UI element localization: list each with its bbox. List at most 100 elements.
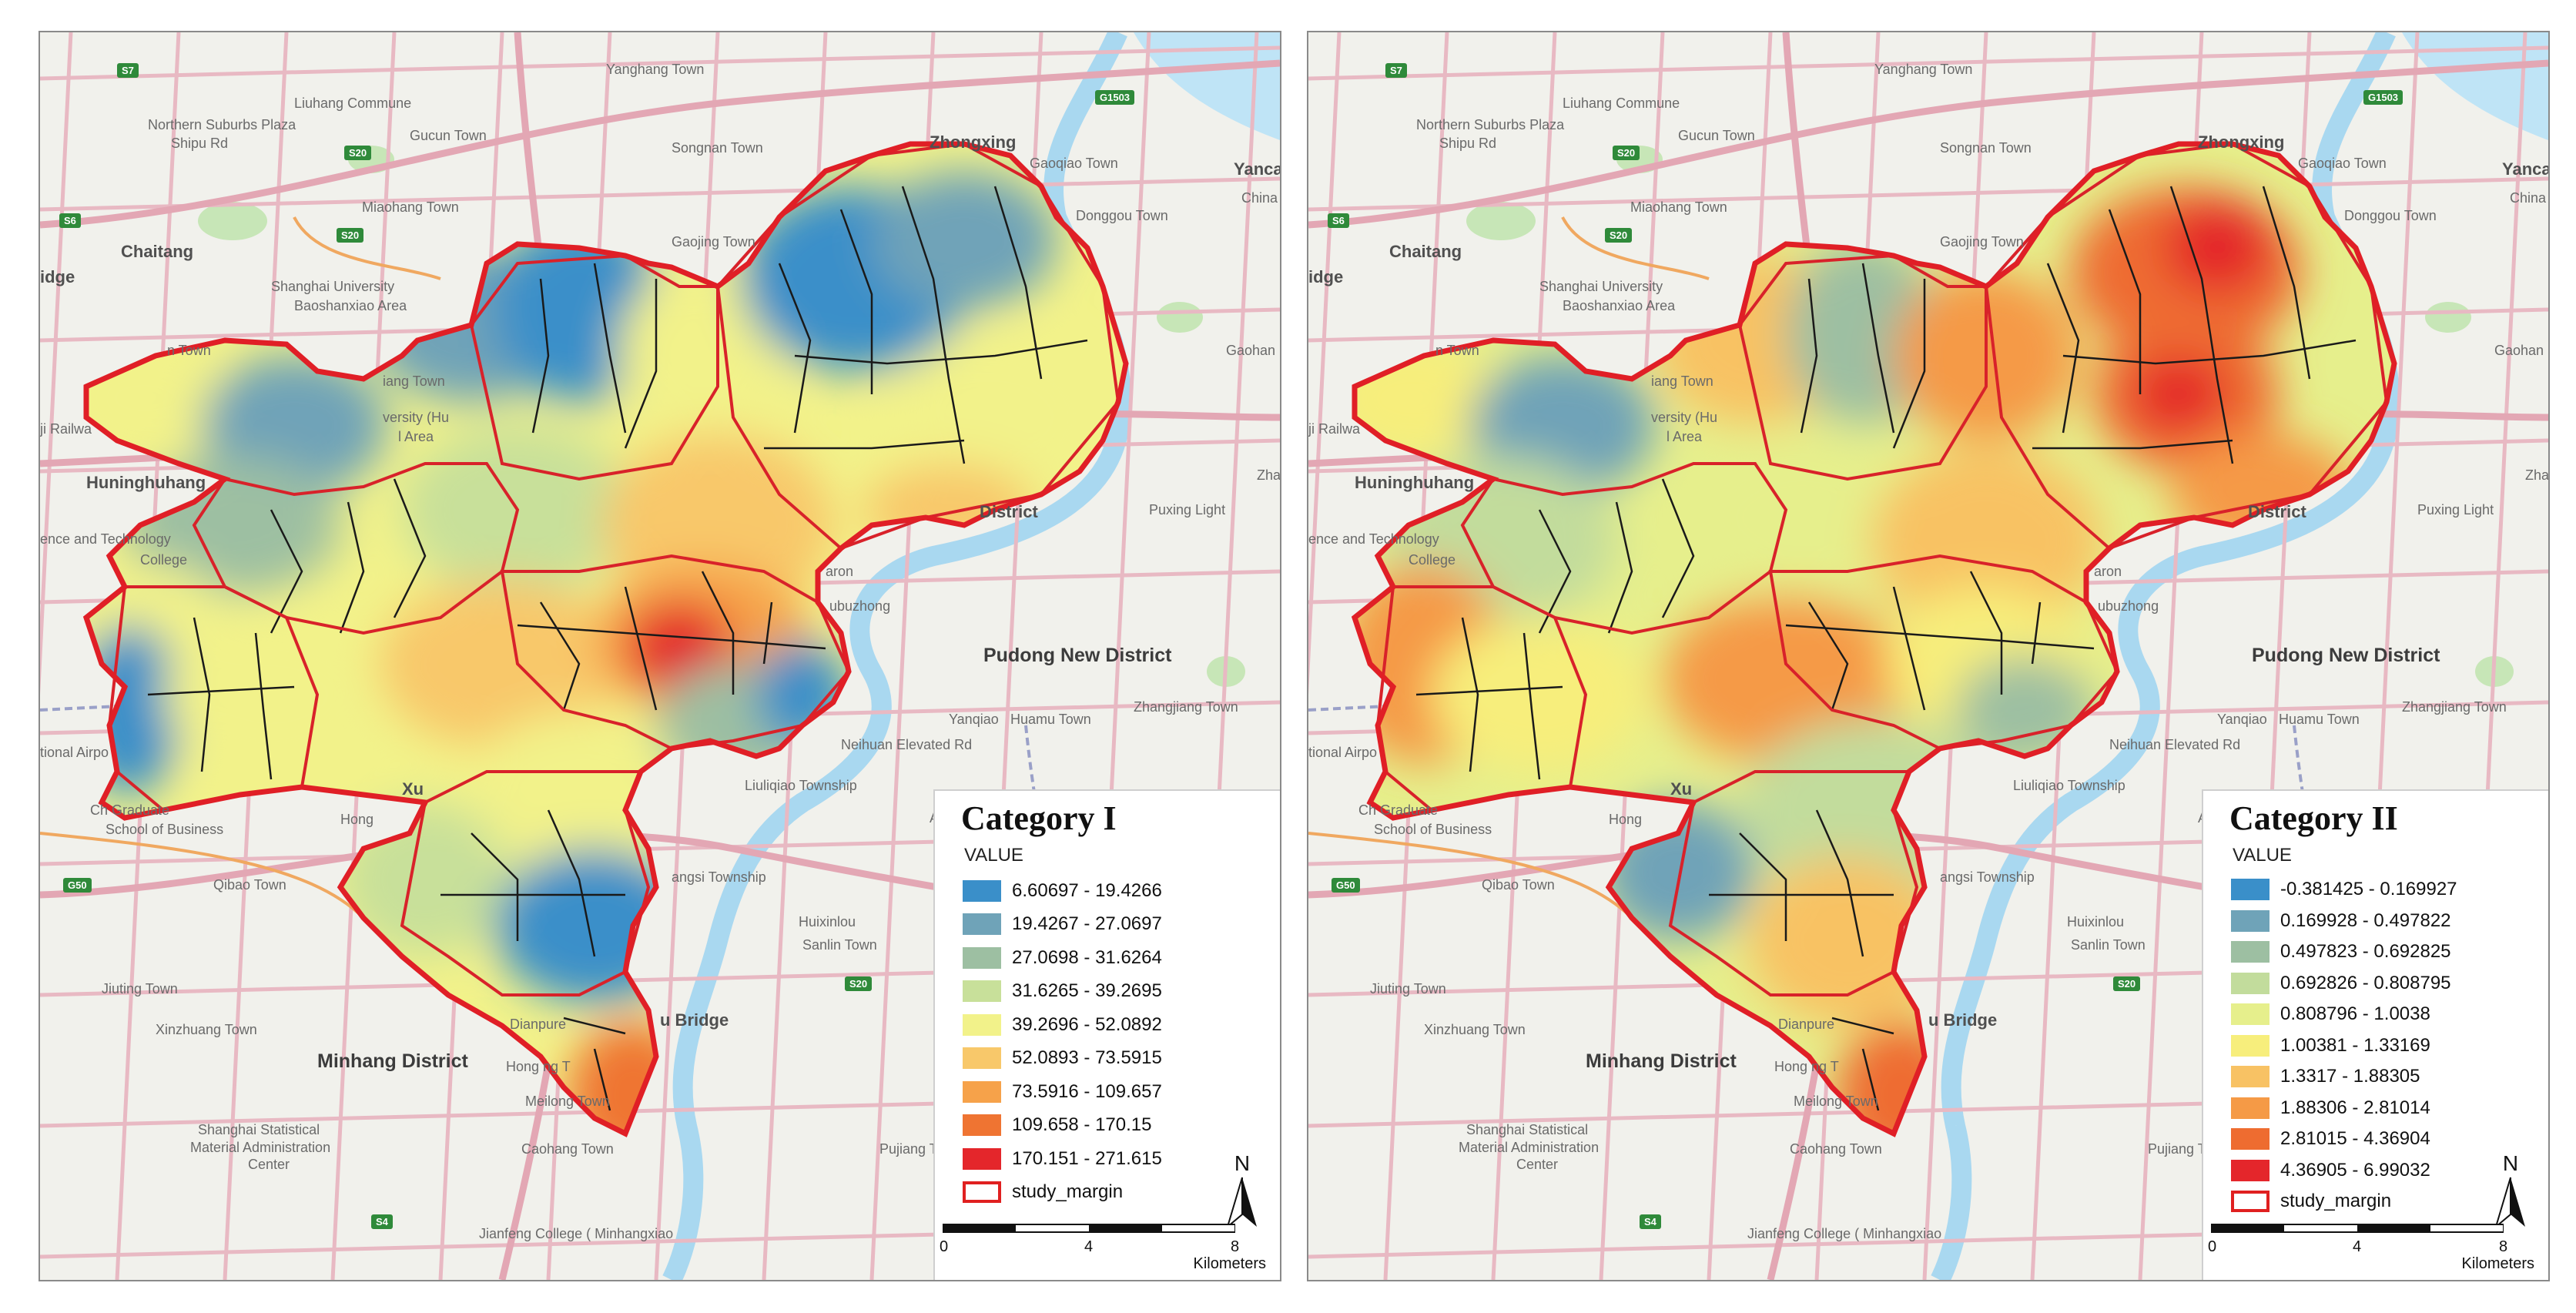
place-label: Jianfeng College ( Minhangxiao <box>1747 1226 1942 1241</box>
place-label: China Trade <box>2510 190 2548 206</box>
place-label: Songnan Town <box>672 140 763 156</box>
place-label: Liuliqiao Township <box>745 778 857 793</box>
place-label: Shanghai University <box>1539 279 1663 294</box>
north-arrow: N <box>2491 1151 2530 1234</box>
legend-label: 31.6265 - 39.2695 <box>1012 980 1162 1002</box>
place-label: District <box>980 502 1038 521</box>
place-label: Shanghai Statistical <box>198 1122 320 1137</box>
road-shield: S20 <box>337 228 364 243</box>
map-panel-category-ii: S7 G1503 S20 S6 S20 G50 S20 S4 Yanghang Town Liuh… <box>1307 31 2550 1281</box>
place-label: ence and Technology <box>40 531 171 547</box>
legend-label: 6.60697 - 19.4266 <box>1012 879 1162 901</box>
north-arrow: N <box>1223 1151 1261 1234</box>
legend-item: 19.4267 - 27.0697 <box>963 908 1162 942</box>
place-label: Huixinlou <box>2067 914 2125 929</box>
legend-item: 2.81015 - 4.36904 <box>2231 1124 2457 1155</box>
scale-bar-graphic <box>2210 1224 2504 1233</box>
place-label: Dianpure <box>1778 1017 1835 1032</box>
place-label: Shanghai University <box>271 279 395 294</box>
place-label: Hong <box>1609 812 1643 827</box>
legend-item: -0.381425 - 0.169927 <box>2231 874 2457 906</box>
road-shield: S4 <box>1640 1214 1661 1229</box>
scale-unit: Kilometers <box>1193 1255 1266 1272</box>
legend-swatch <box>2231 909 2269 932</box>
place-label: l Area <box>398 429 434 444</box>
legend-label: 170.151 - 271.615 <box>1012 1147 1162 1169</box>
place-label: Jiuting Town <box>1370 981 1446 996</box>
road-shield: S6 <box>59 213 81 228</box>
place-label: Pudong New District <box>983 645 1172 666</box>
legend-label: 1.88306 - 2.81014 <box>2280 1097 2430 1118</box>
legend-swatch <box>963 913 1001 936</box>
place-label: Center <box>248 1157 290 1172</box>
place-label: Hong ng T <box>1774 1059 1839 1074</box>
place-label: versity (Hu <box>1651 410 1718 425</box>
road-shield: S7 <box>117 63 139 78</box>
north-label: N <box>2502 1151 2519 1175</box>
place-label: Liuhang Commune <box>294 95 412 111</box>
place-label: Gaohan <box>2494 343 2544 358</box>
legend-title: Category II <box>2229 799 2398 837</box>
legend-label: 39.2696 - 52.0892 <box>1012 1013 1162 1035</box>
place-label: Material Administration <box>190 1140 331 1155</box>
place-label: Dianpure <box>510 1017 567 1032</box>
legend-swatch <box>963 1114 1001 1137</box>
place-label: angsi Township <box>672 869 766 885</box>
study-margin-outline <box>82 141 1129 1137</box>
place-label: Gucun Town <box>410 128 487 143</box>
place-label: Songnan Town <box>1940 140 2032 156</box>
place-label: Northern Suburbs Plaza <box>148 117 296 132</box>
place-label: Huamu Town <box>1010 712 1091 727</box>
legend-swatch <box>2231 1034 2269 1057</box>
place-label: aron <box>826 564 854 579</box>
legend-item: 0.169928 - 0.497822 <box>2231 906 2457 937</box>
place-label: n Town <box>167 343 211 358</box>
place-label: Qibao Town <box>213 877 286 893</box>
map-panel-category-i: S7 G1503 S20 S6 S20 G50 S20 S4 Yanghang Town Liuh… <box>39 31 1281 1281</box>
place-label: ubuzhong <box>829 598 891 614</box>
scale-bar-graphic <box>942 1224 1236 1233</box>
road-shield: S6 <box>1328 213 1349 228</box>
place-label: Minhang District <box>1586 1050 1737 1072</box>
place-label: Gaoqiao Town <box>2298 156 2387 171</box>
legend-title: Category I <box>961 799 1117 837</box>
place-label: Zha <box>2525 467 2550 483</box>
legend-item-study-margin: study_margin <box>963 1176 1162 1210</box>
legend-swatch <box>963 1147 1001 1170</box>
legend-swatch <box>2231 1159 2269 1181</box>
place-label: Gucun Town <box>1678 128 1755 143</box>
place-label: Yancan <box>2502 159 2548 179</box>
scale-bar: 0 4 8 Kilometers <box>940 1220 1266 1274</box>
place-label: Huamu Town <box>2279 712 2360 727</box>
place-label: Neihuan Elevated Rd <box>2109 737 2241 752</box>
legend-label: 0.692826 - 0.808795 <box>2280 972 2451 993</box>
legend-swatch <box>963 879 1001 902</box>
place-label: ence and Technology <box>1308 531 1439 547</box>
scale-unit: Kilometers <box>2461 1255 2534 1272</box>
place-label: Pudong New District <box>2252 645 2440 666</box>
legend-item: 6.60697 - 19.4266 <box>963 874 1162 908</box>
place-label: Gaojing Town <box>1940 234 2024 250</box>
place-label: China Trade <box>1241 190 1280 206</box>
place-label: Hong ng T <box>506 1059 571 1074</box>
legend-swatch <box>963 1080 1001 1103</box>
legend: Category I VALUE 6.60697 - 19.4266 19.4267 … <box>933 789 1280 1280</box>
place-label: Liuliqiao Township <box>2013 778 2125 793</box>
legend-item: 27.0698 - 31.6264 <box>963 941 1162 975</box>
place-label: Huninghuhang <box>1355 473 1475 492</box>
place-label: Xu <box>402 779 424 799</box>
place-label: Ch Graduate <box>1358 802 1439 818</box>
place-label: versity (Hu <box>383 410 450 425</box>
place-label: iang Town <box>1651 373 1713 389</box>
place-label: Meilong Town <box>1794 1094 1878 1109</box>
place-label: Jiuting Town <box>102 981 178 996</box>
legend-label: 109.658 - 170.15 <box>1012 1114 1152 1136</box>
place-label: idge <box>40 267 75 286</box>
scale-tick: 4 <box>2353 1238 2362 1255</box>
place-label: Yanghang Town <box>1874 62 1973 77</box>
place-label: Puxing Light <box>2417 502 2494 517</box>
place-label: Shanghai Statistical <box>1466 1122 1589 1137</box>
study-margin-outline <box>1351 141 2397 1137</box>
legend-item: 0.808796 - 1.0038 <box>2231 999 2457 1030</box>
place-label: u Bridge <box>1928 1010 1998 1030</box>
